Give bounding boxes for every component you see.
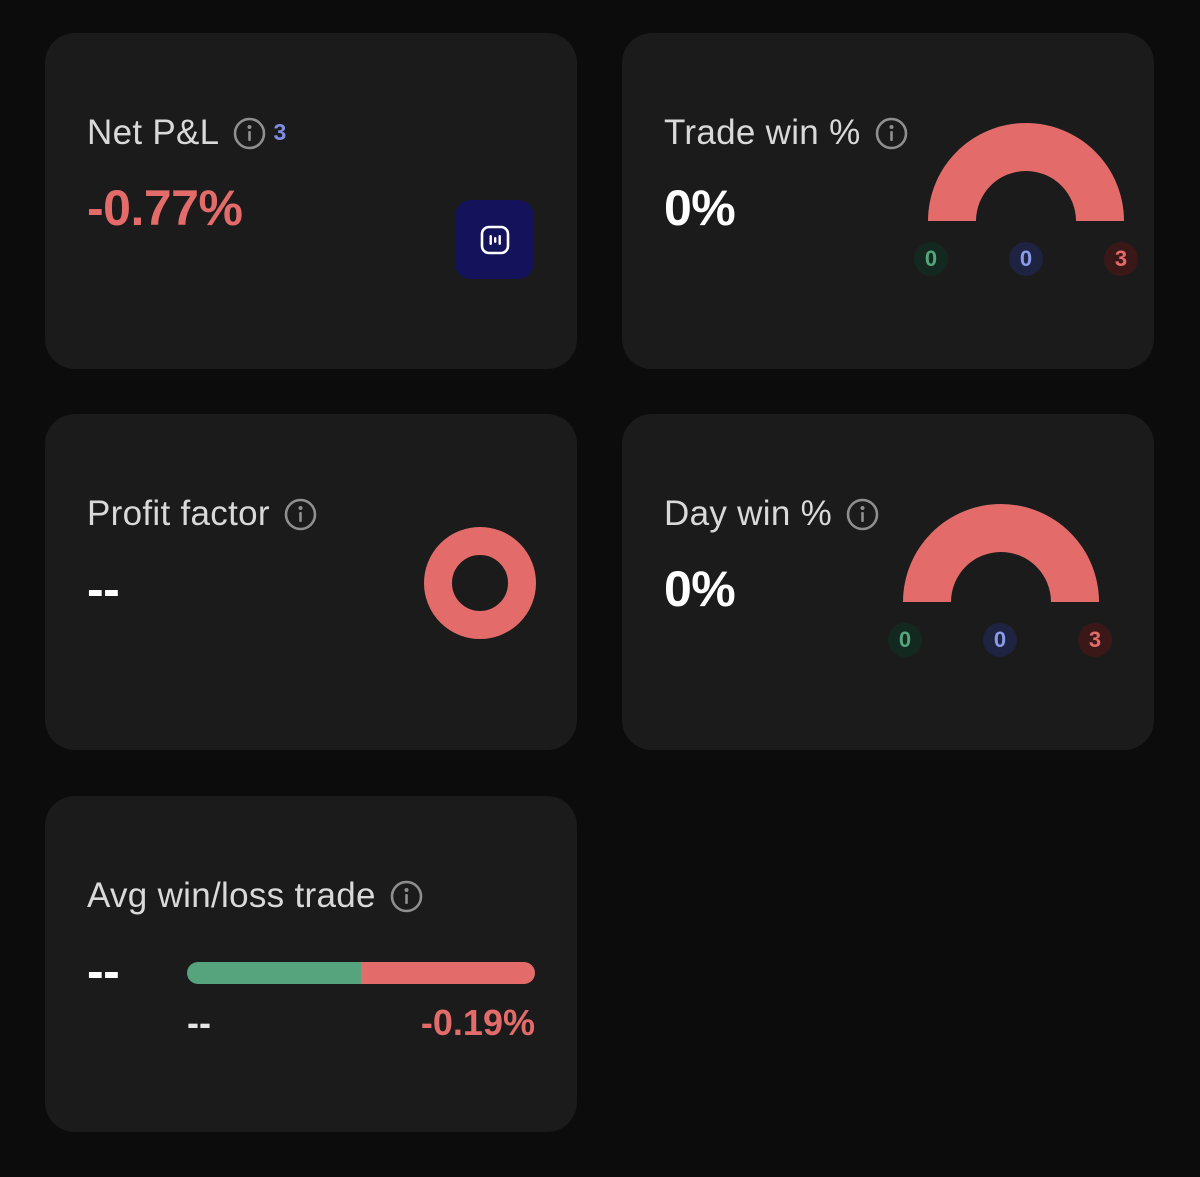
loss-ratio-segment: [361, 962, 535, 984]
trade-win-breakeven-count: 0: [1009, 242, 1043, 276]
profit-factor-header: Profit factor: [87, 492, 317, 536]
net-pnl-header: Net P&L 3: [87, 111, 286, 155]
net-pnl-card: Net P&L 3 -0.77%: [45, 33, 577, 369]
avg-win-loss-card: Avg win/loss trade -- -- -0.19%: [45, 796, 577, 1132]
info-circle-icon[interactable]: [875, 117, 908, 150]
trade-win-card: Trade win % 0% 0 0 3: [622, 33, 1154, 369]
day-win-breakeven-count: 0: [983, 623, 1017, 657]
day-win-value: 0%: [664, 561, 736, 617]
profit-factor-title: Profit factor: [87, 494, 270, 533]
day-win-gauge: [903, 504, 1099, 602]
net-pnl-value: -0.77%: [87, 180, 243, 236]
gauge-widget-icon: [480, 225, 509, 254]
day-win-card: Day win % 0% 0 0 3: [622, 414, 1154, 750]
day-win-wins-count: 0: [888, 623, 922, 657]
widget-toggle-button[interactable]: [455, 200, 534, 279]
trade-win-wins-count: 0: [914, 242, 948, 276]
trade-win-title: Trade win %: [664, 113, 861, 152]
day-win-losses-count: 3: [1078, 623, 1112, 657]
win-loss-ratio-bar: [187, 962, 535, 984]
trade-win-gauge: [928, 123, 1124, 221]
avg-win-loss-header: Avg win/loss trade: [87, 874, 423, 918]
trade-count-badge: 3: [273, 118, 287, 145]
info-circle-icon[interactable]: [390, 880, 423, 913]
day-win-title: Day win %: [664, 494, 833, 533]
avg-win-loss-value: --: [87, 943, 120, 999]
win-ratio-segment: [187, 962, 361, 984]
avg-win-value: --: [187, 1002, 211, 1043]
trade-win-gauge-loss-arc: [928, 123, 1124, 221]
trade-win-losses-count: 3: [1104, 242, 1138, 276]
profit-factor-card: Profit factor --: [45, 414, 577, 750]
info-circle-icon[interactable]: [233, 117, 266, 150]
info-circle-icon[interactable]: [846, 498, 879, 531]
profit-factor-value: --: [87, 561, 120, 617]
day-win-gauge-loss-arc: [903, 504, 1099, 602]
avg-win-loss-title: Avg win/loss trade: [87, 876, 376, 915]
info-circle-icon[interactable]: [284, 498, 317, 531]
avg-loss-value: -0.19%: [420, 1002, 535, 1043]
trade-win-value: 0%: [664, 180, 736, 236]
profit-factor-loss-ring: [424, 527, 536, 639]
trade-win-header: Trade win %: [664, 111, 908, 155]
net-pnl-title: Net P&L: [87, 113, 220, 152]
profit-factor-donut: [424, 527, 536, 639]
day-win-header: Day win %: [664, 492, 879, 536]
